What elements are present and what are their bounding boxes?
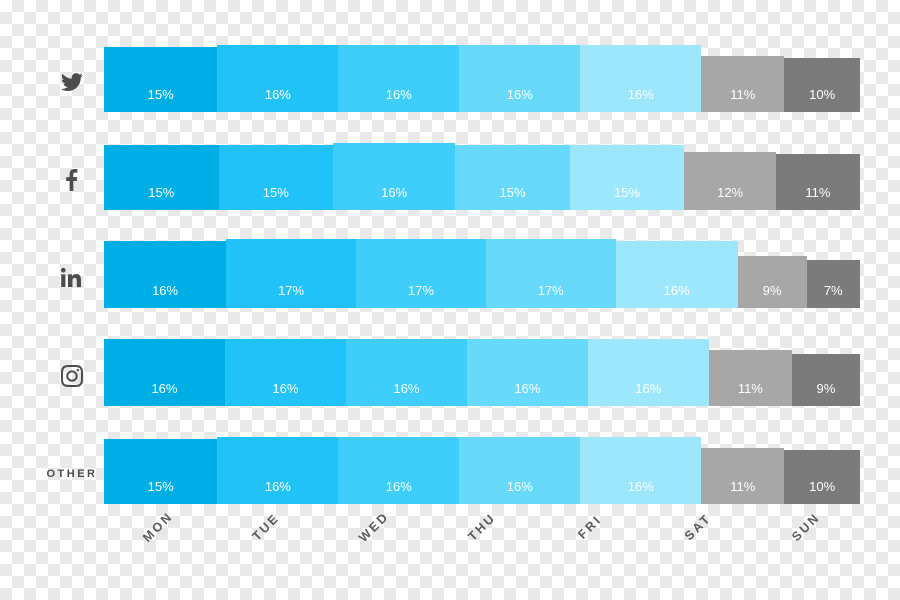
- weekday-distribution-chart: 15%16%16%16%16%11%10%15%15%16%15%15%12%1…: [40, 28, 860, 518]
- chart-row-linkedin: 16%17%17%17%16%9%7%: [40, 224, 860, 308]
- chart-row-facebook: 15%15%16%15%15%12%11%: [40, 126, 860, 210]
- instagram-icon: [40, 346, 104, 406]
- twitter-icon: [40, 52, 104, 112]
- linkedin-icon: [40, 248, 104, 308]
- segment-facebook-sun: 11%: [776, 154, 860, 210]
- segment-instagram-thu: 16%: [467, 339, 588, 406]
- segment-twitter-tue: 16%: [217, 45, 338, 112]
- bar-group-instagram: 16%16%16%16%16%11%9%: [104, 322, 860, 406]
- segment-facebook-fri: 15%: [570, 145, 685, 210]
- bar-group-facebook: 15%15%16%15%15%12%11%: [104, 126, 860, 210]
- segment-instagram-fri: 16%: [588, 339, 709, 406]
- bar-group-other: 15%16%16%16%16%11%10%: [104, 420, 860, 504]
- segment-linkedin-tue: 17%: [226, 239, 356, 308]
- segment-linkedin-wed: 17%: [356, 239, 486, 308]
- chart-row-instagram: 16%16%16%16%16%11%9%: [40, 322, 860, 406]
- segment-facebook-tue: 15%: [219, 145, 334, 210]
- segment-linkedin-fri: 16%: [616, 241, 738, 308]
- segment-facebook-mon: 15%: [104, 145, 219, 210]
- segment-other-sun: 10%: [784, 450, 860, 504]
- segment-twitter-sat: 11%: [701, 56, 784, 112]
- segment-facebook-thu: 15%: [455, 145, 570, 210]
- segment-instagram-tue: 16%: [225, 339, 346, 406]
- segment-linkedin-mon: 16%: [104, 241, 226, 308]
- bar-group-twitter: 15%16%16%16%16%11%10%: [104, 28, 860, 112]
- segment-twitter-wed: 16%: [338, 45, 459, 112]
- chart-row-twitter: 15%16%16%16%16%11%10%: [40, 28, 860, 112]
- segment-linkedin-sat: 9%: [738, 256, 807, 308]
- x-axis: MONTUEWEDTHUFRISATSUN: [104, 520, 860, 534]
- bar-group-linkedin: 16%17%17%17%16%9%7%: [104, 224, 860, 308]
- row-label-other: OTHER: [40, 444, 104, 504]
- segment-other-tue: 16%: [217, 437, 338, 504]
- segment-instagram-wed: 16%: [346, 339, 467, 406]
- segment-twitter-thu: 16%: [459, 45, 580, 112]
- segment-instagram-sat: 11%: [709, 350, 792, 406]
- segment-linkedin-thu: 17%: [486, 239, 616, 308]
- segment-twitter-fri: 16%: [580, 45, 701, 112]
- facebook-icon: [40, 150, 104, 210]
- segment-other-fri: 16%: [580, 437, 701, 504]
- segment-instagram-sun: 9%: [792, 354, 860, 406]
- segment-facebook-sat: 12%: [684, 152, 776, 211]
- segment-linkedin-sun: 7%: [807, 260, 860, 308]
- segment-instagram-mon: 16%: [104, 339, 225, 406]
- segment-facebook-wed: 16%: [333, 143, 455, 210]
- segment-twitter-sun: 10%: [784, 58, 860, 112]
- segment-twitter-mon: 15%: [104, 47, 217, 112]
- segment-other-sat: 11%: [701, 448, 784, 504]
